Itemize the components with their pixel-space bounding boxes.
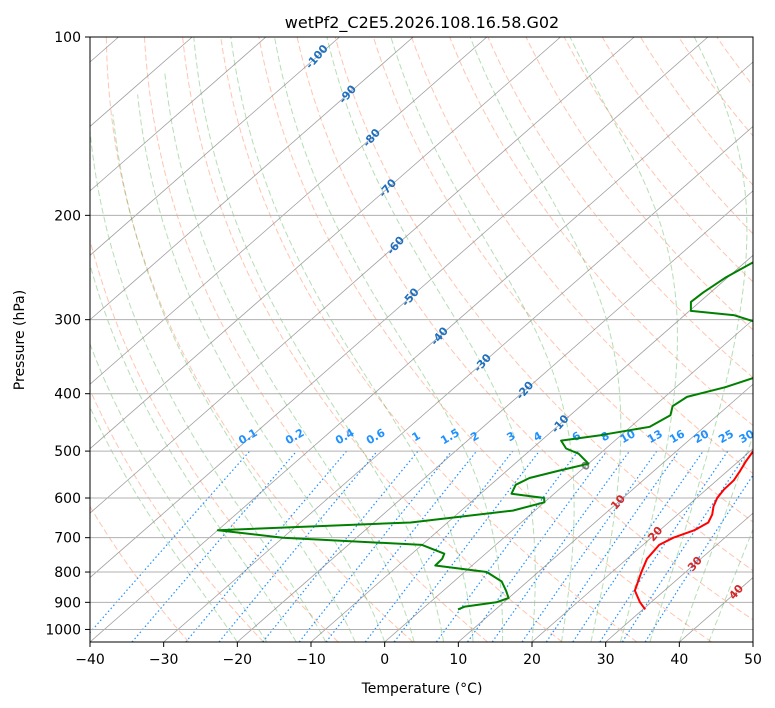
pressure-gridlines bbox=[90, 37, 753, 630]
dry-adiabat bbox=[90, 238, 339, 642]
moist-adiabat bbox=[90, 342, 268, 642]
mixing-ratio-line bbox=[491, 450, 630, 642]
chart-title: wetPf2_C2E5.2026.108.16.58.G02 bbox=[285, 13, 559, 33]
skewed-isotherm bbox=[90, 37, 709, 579]
moist-adiabat bbox=[112, 114, 356, 642]
plot-area: -100-90-80-70-60-50-40-30-20-10010203040… bbox=[90, 37, 775, 642]
skewed-isotherm bbox=[531, 448, 753, 642]
mixing-ratio-line bbox=[572, 450, 704, 642]
skewed-isotherm bbox=[384, 319, 753, 642]
moist-adiabat bbox=[649, 37, 748, 642]
dry-adiabat bbox=[220, 37, 638, 642]
skewed-isotherm bbox=[90, 61, 753, 642]
skewed-isotherm bbox=[458, 383, 753, 642]
x-tick-label: 10 bbox=[449, 652, 467, 668]
skewed-isotherm bbox=[90, 37, 635, 514]
y-tick-label: 400 bbox=[54, 387, 81, 403]
dry-adiabat bbox=[105, 37, 414, 642]
mixing-ratio-line bbox=[262, 450, 419, 642]
moist-adiabat bbox=[193, 37, 445, 642]
skewed-isotherm bbox=[163, 125, 753, 642]
moist-adiabats bbox=[90, 37, 753, 642]
dry-adiabat bbox=[525, 37, 753, 331]
skewed-isotherm bbox=[605, 512, 753, 642]
y-tick-label: 1000 bbox=[45, 622, 81, 638]
dewpoint-profile-line bbox=[216, 261, 753, 611]
mixing-ratio-line bbox=[185, 450, 348, 642]
skewed-isotherm bbox=[90, 37, 488, 385]
skewed-isotherm bbox=[752, 641, 753, 642]
moist-adiabat bbox=[708, 528, 753, 642]
temperature-profile-line bbox=[633, 449, 753, 610]
dry-adiabat bbox=[90, 505, 190, 642]
mixing-ratio-line bbox=[435, 450, 579, 642]
x-tick-label: −40 bbox=[75, 652, 105, 668]
skewed-isotherm bbox=[90, 37, 414, 321]
x-tick-label: −20 bbox=[223, 652, 253, 668]
dry-adiabat bbox=[296, 37, 753, 621]
y-tick-label: 600 bbox=[54, 491, 81, 507]
moist-adiabat bbox=[90, 406, 238, 642]
y-tick-label: 900 bbox=[54, 595, 81, 611]
y-axis-label: Pressure (hPa) bbox=[12, 290, 28, 390]
skewed-isotherm bbox=[90, 37, 340, 256]
dry-adiabat bbox=[487, 37, 753, 379]
moist-adiabat bbox=[164, 72, 415, 642]
moist-adiabat bbox=[326, 37, 536, 642]
dry-adiabat bbox=[182, 37, 563, 642]
moist-adiabat bbox=[274, 37, 504, 642]
moist-adiabat bbox=[230, 37, 474, 642]
x-tick-label: 0 bbox=[380, 652, 389, 668]
mixing-ratio-line bbox=[298, 450, 453, 642]
x-tick-label: −30 bbox=[149, 652, 179, 668]
moist-adiabat bbox=[390, 37, 575, 642]
skewed-isotherm bbox=[90, 37, 561, 450]
x-tick-label: −10 bbox=[296, 652, 326, 668]
x-tick-label: 30 bbox=[597, 652, 615, 668]
y-tick-label: 800 bbox=[54, 565, 81, 581]
x-axis-label: Temperature (°C) bbox=[361, 681, 483, 697]
dry-adiabat bbox=[334, 37, 753, 572]
moist-adiabat bbox=[137, 94, 386, 642]
mixing-ratio-label: 36 bbox=[757, 427, 775, 446]
y-tick-label: 500 bbox=[54, 444, 81, 460]
x-axis-ticks: −40 −30 −20 −10 0 10 20 30 40 50 bbox=[75, 642, 762, 668]
mixing-ratio-line bbox=[218, 450, 378, 642]
x-tick-label: 20 bbox=[523, 652, 541, 668]
dry-adiabats bbox=[90, 37, 753, 642]
moist-adiabat bbox=[469, 37, 622, 642]
y-tick-label: 200 bbox=[54, 208, 81, 224]
mixing-ratio-label: 30 bbox=[737, 427, 757, 446]
skewed-isotherm bbox=[90, 37, 267, 192]
dry-adiabat bbox=[90, 388, 264, 642]
y-tick-label: 700 bbox=[54, 531, 81, 547]
profile-series bbox=[216, 261, 753, 611]
dry-adiabat bbox=[143, 37, 488, 642]
y-axis-ticks: 100 200 300 400 500 600 700 800 900 1000 bbox=[45, 30, 90, 638]
mixing-ratio-line bbox=[545, 450, 680, 642]
x-tick-label: 50 bbox=[744, 652, 762, 668]
y-tick-label: 300 bbox=[54, 313, 81, 329]
y-tick-label: 100 bbox=[54, 30, 81, 46]
moist-adiabat bbox=[678, 434, 753, 642]
mixing-ratio-line bbox=[599, 450, 729, 642]
mixing-ratio-line bbox=[521, 450, 658, 642]
dry-adiabat bbox=[258, 37, 712, 642]
mixing-ratio-line bbox=[90, 450, 251, 634]
skewed-isotherm bbox=[310, 254, 753, 642]
plot-frame bbox=[89, 36, 754, 643]
mixing-ratio-line bbox=[467, 450, 608, 642]
x-tick-label: 40 bbox=[670, 652, 688, 668]
dry-adiabat bbox=[372, 37, 753, 523]
